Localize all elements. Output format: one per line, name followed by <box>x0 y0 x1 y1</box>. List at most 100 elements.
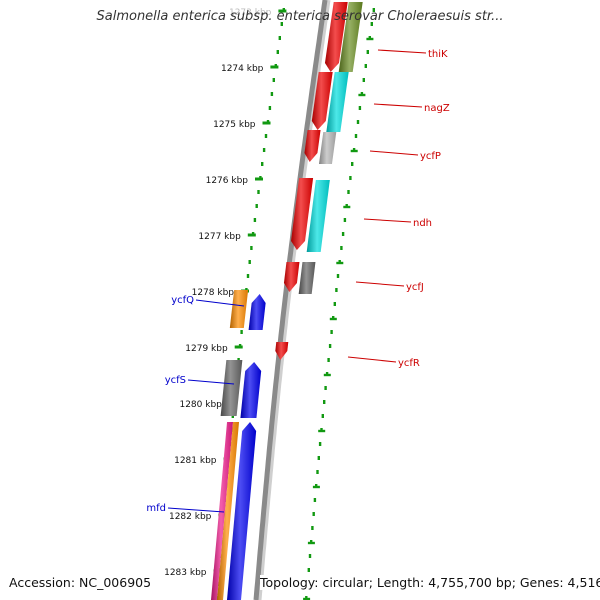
ruler-tick <box>270 65 279 69</box>
ruler-tick <box>247 233 256 237</box>
gene-block-darkgray <box>220 360 243 416</box>
outer-rail-dot <box>351 162 354 166</box>
outer-rail-dot <box>312 512 315 516</box>
ruler-label: 1274 kbp <box>221 64 264 74</box>
outer-rail-dot <box>370 22 373 26</box>
gene-block-red <box>324 2 348 72</box>
leader-line <box>373 103 423 108</box>
ruler-minor-tick <box>366 37 374 41</box>
outer-rail-dot <box>330 330 333 334</box>
gene-label-mfd: mfd <box>146 503 166 514</box>
leader-line <box>347 356 397 363</box>
inner-rail-dot <box>248 260 251 264</box>
inner-rail-dot <box>276 50 279 54</box>
ruler-minor-tick <box>312 485 320 489</box>
ruler-label: 1283 kbp <box>164 568 207 578</box>
outer-rail-dot <box>356 120 360 124</box>
outer-rail-dot <box>318 442 322 446</box>
outer-rail-dot <box>341 232 345 236</box>
ruler-label: 1273 kbp <box>229 8 272 18</box>
ruler-label: 1278 kbp <box>192 288 235 298</box>
gene-block-blue <box>240 362 262 418</box>
outer-rail-dot <box>340 246 343 250</box>
inner-rail-dot <box>240 330 243 334</box>
leader-line <box>187 379 235 385</box>
gene-block-olive <box>338 2 363 72</box>
ruler-label: 1279 kbp <box>185 344 228 354</box>
inner-rail-dot <box>261 162 264 166</box>
map-title: Salmonella enterica subsp. enterica sero… <box>96 9 504 24</box>
outer-rail-dot <box>311 526 314 530</box>
inner-rail-dot <box>262 148 266 152</box>
ruler-minor-tick <box>318 429 326 433</box>
ruler-tick <box>278 9 287 13</box>
leader-line <box>195 299 245 307</box>
inner-rail-dot <box>246 274 250 278</box>
inner-rail-dot <box>253 218 257 222</box>
ruler-label: 1275 kbp <box>213 120 256 130</box>
ruler-tick <box>262 121 271 125</box>
inner-rail-dot <box>250 246 253 250</box>
accession-label: Accession: NC_006905 <box>9 575 152 590</box>
gene-block-magenta <box>211 422 234 600</box>
inner-rail-dot <box>255 204 258 208</box>
outer-rail-dot <box>327 358 330 362</box>
ruler-minor-tick <box>336 261 344 265</box>
gene-block-orange <box>217 422 240 600</box>
outer-rail-dot <box>362 78 365 82</box>
outer-rail-dot <box>308 554 312 558</box>
gene-block-red <box>275 342 289 360</box>
outer-rail-dot <box>317 456 320 460</box>
outer-rail-dot <box>336 274 340 278</box>
ruler-tick <box>255 177 263 181</box>
ruler-label: 1276 kbp <box>206 176 249 186</box>
inner-rail-dot <box>268 106 272 110</box>
genome-summary: Topology: circular; Length: 4,755,700 bp… <box>260 575 600 590</box>
gene-block-red <box>304 130 321 162</box>
outer-rail-dot <box>349 176 352 180</box>
gene-label-thiK: thiK <box>428 49 448 60</box>
inner-rail-dot <box>257 190 260 194</box>
ruler-minor-tick <box>358 93 366 97</box>
outer-rail-dot <box>364 64 367 68</box>
leader-line <box>363 218 412 223</box>
ruler-label: 1281 kbp <box>174 456 217 466</box>
outer-rail-dot <box>347 190 350 194</box>
inner-rail-dot <box>280 22 283 26</box>
gene-block-gray <box>318 132 337 164</box>
leader-line <box>355 281 405 287</box>
gene-block-red <box>311 72 333 130</box>
ruler-label: 1280 kbp <box>179 400 222 410</box>
outer-rail-dot <box>372 8 375 12</box>
leader-line <box>167 507 225 513</box>
backbone <box>253 0 328 600</box>
outer-rail-dot <box>333 302 336 306</box>
outer-rail-dot <box>323 400 326 404</box>
gene-block-red <box>291 178 314 250</box>
inner-rail-dot <box>264 134 268 138</box>
inner-rail-dot <box>272 78 275 82</box>
outer-rail-dot <box>324 386 327 390</box>
ruler-label: 1277 kbp <box>198 232 241 242</box>
gene-block-darkgray <box>298 262 316 294</box>
gene-block-cyan <box>306 180 330 252</box>
gene-block-blue <box>227 422 257 600</box>
ruler-minor-tick <box>329 317 337 321</box>
outer-rail-dot <box>313 498 317 502</box>
outer-rail-dot <box>354 134 358 138</box>
outer-rail-dot <box>321 414 324 418</box>
gene-label-ycfJ: ycfJ <box>406 282 424 293</box>
inner-rail-dot <box>278 36 281 40</box>
outer-rail-dot <box>316 470 319 474</box>
ruler-minor-tick <box>350 149 358 153</box>
leader-line <box>369 150 419 156</box>
backbone-highlight <box>256 0 331 600</box>
inner-rail-dot <box>270 92 274 96</box>
outer-rail-dot <box>307 568 310 572</box>
leader-line <box>377 49 427 54</box>
gene-block-orange <box>229 290 249 328</box>
outer-rail-dot <box>358 106 362 110</box>
outer-rail-dot <box>343 218 347 222</box>
